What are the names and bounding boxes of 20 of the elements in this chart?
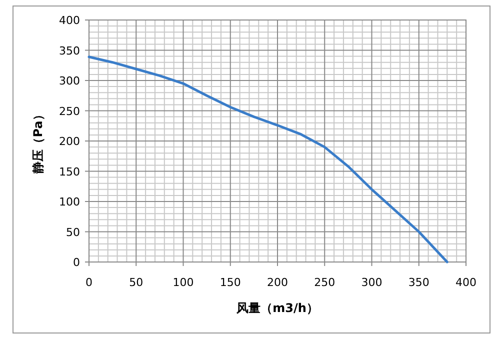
y-tick-label: 200 [59, 135, 80, 148]
y-tick-label: 250 [59, 104, 80, 118]
x-tick-label: 200 [267, 276, 288, 289]
y-tick-label: 0 [73, 256, 80, 269]
x-tick-label: 50 [129, 276, 144, 289]
y-tick-label: 150 [59, 165, 80, 178]
x-axis-title: 风量（m3/h） [236, 301, 318, 315]
x-tick-label: 300 [361, 276, 382, 289]
y-axis-title: 静压（Pa） [31, 108, 45, 174]
x-tick-label: 400 [456, 276, 476, 289]
x-tick-label: 350 [408, 276, 430, 289]
y-tick-label: 400 [59, 14, 80, 27]
y-tick-label: 300 [59, 74, 80, 88]
x-tick-label: 100 [172, 276, 194, 289]
y-tick-label: 350 [59, 44, 80, 58]
x-tick-label: 0 [86, 276, 92, 289]
y-tick-label: 100 [59, 196, 80, 208]
x-tick-label: 150 [220, 276, 241, 289]
y-tick-label: 50 [66, 226, 80, 239]
x-tick-label: 250 [314, 276, 336, 289]
